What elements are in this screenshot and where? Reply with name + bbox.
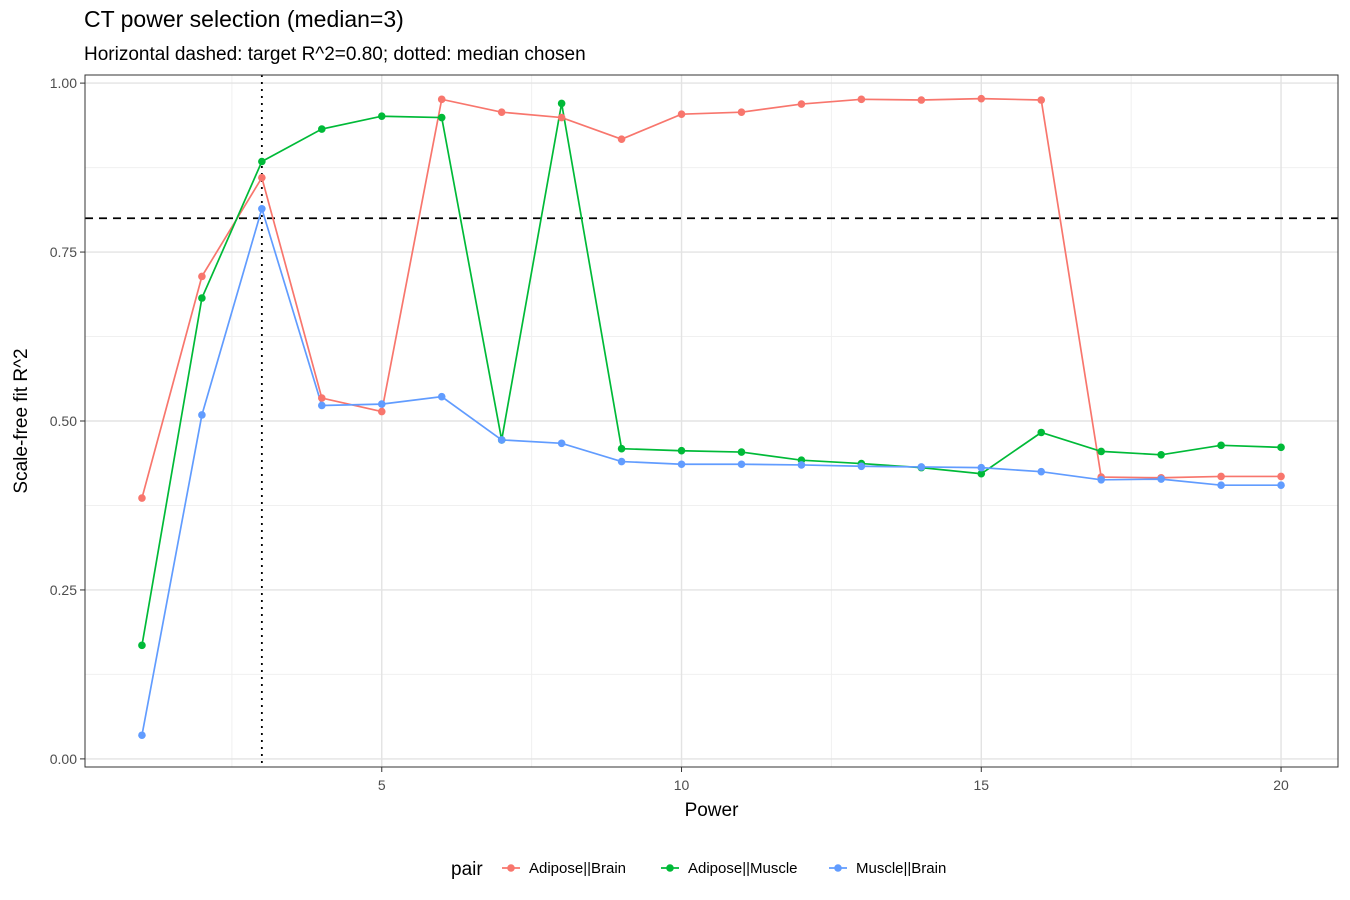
- data-point-series-0: [1277, 472, 1285, 481]
- chart-title: CT power selection (median=3): [84, 6, 404, 32]
- data-point-series-1: [1037, 428, 1046, 437]
- y-tick-label: 0.00: [50, 751, 77, 767]
- y-tick-label: 0.75: [50, 244, 77, 260]
- data-point-series-2: [1277, 481, 1285, 489]
- data-point-series-2: [1217, 481, 1225, 489]
- data-point-series-0: [737, 108, 746, 116]
- data-point-series-1: [1097, 447, 1105, 456]
- data-point-series-0: [677, 110, 686, 118]
- legend-label: Adipose||Muscle: [688, 860, 798, 877]
- data-point-series-0: [198, 272, 206, 281]
- data-point-series-1: [1217, 441, 1225, 450]
- data-point-series-2: [917, 463, 926, 471]
- data-point-series-0: [797, 100, 806, 108]
- data-point-series-0: [258, 173, 266, 182]
- y-tick-label: 0.25: [50, 582, 77, 598]
- x-tick-label: 5: [378, 777, 386, 793]
- data-point-series-0: [617, 135, 626, 143]
- legend-key-point: [834, 864, 842, 872]
- data-point-series-1: [677, 446, 686, 455]
- data-point-series-2: [318, 401, 326, 410]
- data-point-series-1: [258, 157, 266, 166]
- legend-label: Adipose||Brain: [529, 860, 626, 877]
- data-point-series-2: [677, 460, 686, 469]
- data-point-series-1: [1157, 450, 1165, 459]
- x-tick-label: 20: [1273, 777, 1289, 793]
- data-point-series-1: [737, 448, 746, 456]
- legend-label: Muscle||Brain: [856, 860, 946, 877]
- legend-title: pair: [451, 859, 483, 880]
- grid-layer: [85, 75, 1338, 767]
- x-tick-label: 15: [973, 777, 989, 793]
- data-point-series-1: [138, 641, 146, 650]
- data-point-series-2: [497, 436, 506, 444]
- legend-key-point: [507, 864, 515, 872]
- data-point-series-0: [1037, 96, 1046, 104]
- data-point-series-0: [318, 394, 326, 402]
- series-layer: [138, 94, 1285, 740]
- legend-key-point: [666, 864, 674, 872]
- data-point-series-2: [797, 461, 806, 469]
- series-line-1: [141, 103, 1282, 646]
- data-point-series-2: [1157, 475, 1165, 483]
- data-point-series-2: [437, 392, 446, 401]
- series-line-2: [141, 205, 1282, 736]
- x-tick-label: 10: [674, 777, 690, 793]
- legend: pair Adipose||Brain Adipose||Muscle Muscle|…: [451, 859, 946, 880]
- data-point-series-1: [198, 294, 206, 302]
- data-point-series-1: [557, 99, 566, 108]
- data-point-series-1: [1277, 443, 1285, 452]
- data-point-series-0: [497, 108, 506, 116]
- data-point-series-2: [857, 462, 866, 471]
- series-line-0: [141, 97, 1282, 499]
- data-point-series-2: [1037, 467, 1046, 476]
- data-point-series-1: [977, 469, 986, 478]
- data-point-series-0: [557, 113, 566, 122]
- data-point-series-0: [1217, 472, 1225, 481]
- data-point-series-1: [437, 113, 446, 122]
- data-point-series-1: [617, 444, 626, 453]
- data-point-series-2: [977, 463, 986, 472]
- data-point-series-0: [437, 95, 446, 104]
- data-point-series-2: [737, 460, 746, 469]
- data-point-series-0: [857, 95, 866, 104]
- data-point-series-2: [557, 439, 566, 448]
- data-point-series-2: [617, 457, 626, 466]
- y-tick-label: 1.00: [50, 75, 77, 91]
- data-point-series-0: [138, 494, 146, 502]
- data-point-series-2: [198, 411, 206, 419]
- data-point-series-1: [318, 125, 326, 133]
- data-point-series-0: [377, 407, 386, 416]
- y-axis-title: Scale-free fit R^2: [11, 348, 32, 493]
- y-tick-label: 0.50: [50, 413, 77, 429]
- data-point-series-1: [377, 112, 386, 121]
- chart-subtitle: Horizontal dashed: target R^2=0.80; dott…: [84, 44, 586, 65]
- data-point-series-0: [917, 96, 926, 104]
- data-point-series-2: [258, 205, 266, 213]
- data-point-series-0: [977, 94, 986, 103]
- data-point-series-2: [377, 400, 386, 408]
- tick-layer: 5 10 15 20 0.00 0.25 0.50 0.75 1.00: [50, 75, 1289, 793]
- data-point-series-2: [1097, 475, 1105, 484]
- data-point-series-2: [138, 731, 146, 740]
- x-axis-title: Power: [685, 800, 740, 821]
